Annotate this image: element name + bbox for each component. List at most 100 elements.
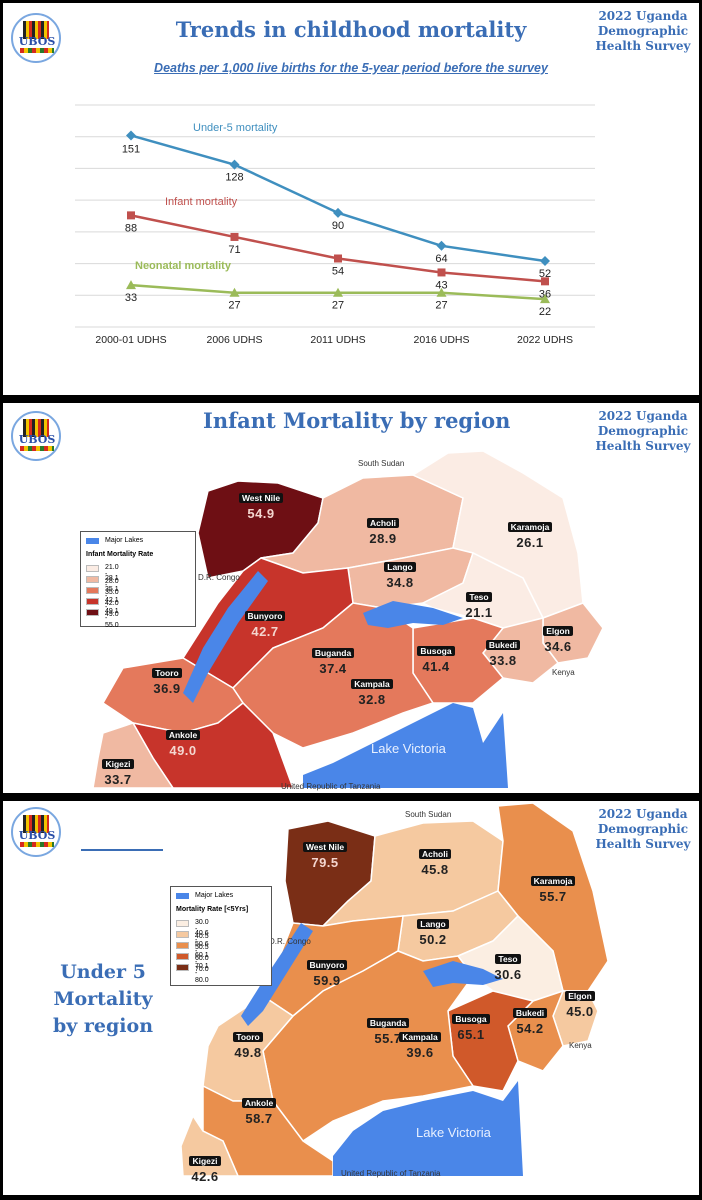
region-value: 34.8 xyxy=(386,575,414,590)
data-point xyxy=(540,256,550,267)
region-value: 33.8 xyxy=(489,653,517,668)
data-point xyxy=(540,294,550,304)
data-point xyxy=(229,159,240,170)
x-tick-label: 2011 UDHS xyxy=(310,334,365,346)
region-name: Buganda xyxy=(366,1018,410,1028)
region-value: 34.6 xyxy=(544,639,572,654)
data-point xyxy=(437,268,446,277)
region-label-ankole: Ankole 49.0 xyxy=(143,725,223,758)
region-label-teso: Teso 21.1 xyxy=(439,587,519,620)
series-name: Infant mortality xyxy=(165,196,238,208)
region-name: Ankole xyxy=(241,1098,277,1108)
region-value: 54.9 xyxy=(247,506,275,521)
region-name: Bukedi xyxy=(512,1008,548,1018)
label-tanzania: United Republic of Tanzania xyxy=(281,782,381,791)
region-value: 33.7 xyxy=(104,772,132,787)
map-legend: Major Lakes Infant Mortality Rate 21.0 -… xyxy=(80,531,196,629)
region-value: 58.7 xyxy=(245,1111,273,1126)
region-label-karamoja: Karamoja 55.7 xyxy=(513,871,593,904)
region-label-buganda: Buganda 37.4 xyxy=(293,643,373,676)
region-name: Kampala xyxy=(351,679,393,689)
region-name: Acholi xyxy=(419,849,451,859)
region-name: Lango xyxy=(384,562,416,572)
region-value: 59.9 xyxy=(313,973,341,988)
label-lake-victoria: Lake Victoria xyxy=(371,741,447,756)
data-label: 22 xyxy=(539,306,551,318)
data-point xyxy=(126,280,136,290)
infant-map: South Sudan D.R. Congo Kenya United Repu… xyxy=(92,450,604,791)
data-label: 33 xyxy=(125,292,137,304)
region-value: 55.7 xyxy=(539,889,567,904)
data-label: 54 xyxy=(332,265,344,277)
region-name: Kampala xyxy=(399,1032,441,1042)
region-value: 21.1 xyxy=(465,605,493,620)
region-value: 39.6 xyxy=(406,1045,434,1060)
region-value: 50.2 xyxy=(419,932,447,947)
lake-victoria xyxy=(333,1081,523,1176)
region-name: Bukedi xyxy=(485,640,521,650)
region-label-kampala: Kampala 32.8 xyxy=(332,674,412,707)
region-label-tooro: Tooro 49.8 xyxy=(208,1027,288,1060)
region-label-tooro: Tooro 36.9 xyxy=(127,663,207,696)
region-name: West Nile xyxy=(238,493,284,503)
data-point xyxy=(127,211,135,220)
region-label-lango: Lango 34.8 xyxy=(360,557,440,590)
region-name: Bunyoro xyxy=(306,960,348,970)
region-label-bunyoro: Bunyoro 42.7 xyxy=(225,606,305,639)
chart-title: Trends in childhood mortality xyxy=(175,17,527,42)
slide-trends: UBOS Trends in childhood mortality 2022 … xyxy=(3,3,699,395)
region-label-acholi: Acholi 45.8 xyxy=(395,844,475,877)
region-name: Elgon xyxy=(565,991,595,1001)
survey-label: 2022 Uganda Demographic Health Survey xyxy=(595,9,691,53)
region-name: Buganda xyxy=(311,648,355,658)
data-point xyxy=(436,240,447,251)
map-title: Under 5 Mortality by region xyxy=(52,961,154,1037)
region-value: 30.6 xyxy=(494,967,522,982)
survey-label: 2022 Uganda Demographic Health Survey xyxy=(595,807,691,851)
data-point xyxy=(333,287,343,297)
region-label-ankole: Ankole 58.7 xyxy=(219,1093,299,1126)
region-label-acholi: Acholi 28.9 xyxy=(343,513,423,546)
region-name: Karamoja xyxy=(507,522,553,532)
region-name: Lango xyxy=(417,919,449,929)
region-label-elgon: Elgon 45.0 xyxy=(540,986,620,1019)
label-kenya: Kenya xyxy=(552,668,575,677)
region-label-bukedi: Bukedi 33.8 xyxy=(463,635,543,668)
region-name: Karamoja xyxy=(530,876,576,886)
data-label: 43 xyxy=(435,279,447,291)
data-label: 88 xyxy=(125,222,137,234)
data-point xyxy=(334,254,342,263)
region-label-west-nile: West Nile 54.9 xyxy=(221,488,301,521)
region-value: 32.8 xyxy=(358,692,386,707)
data-label: 71 xyxy=(228,244,240,256)
ubos-logo: UBOS xyxy=(11,13,61,63)
region-name: Acholi xyxy=(367,518,399,528)
region-label-teso: Teso 30.6 xyxy=(468,949,548,982)
region-name: Elgon xyxy=(543,626,573,636)
data-label: 90 xyxy=(332,220,344,232)
slide-infant-map: UBOS Infant Mortality by region 2022 Uga… xyxy=(3,403,699,793)
region-name: West Nile xyxy=(302,842,348,852)
region-label-busoga: Busoga 65.1 xyxy=(431,1009,511,1042)
data-label: 151 xyxy=(122,143,140,155)
region-label-bukedi: Bukedi 54.2 xyxy=(490,1003,570,1036)
region-label-lango: Lango 50.2 xyxy=(393,914,473,947)
data-point xyxy=(541,277,549,286)
region-label-buganda: Buganda 55.7 xyxy=(348,1013,428,1046)
region-name: Teso xyxy=(466,592,492,602)
region-name: Tooro xyxy=(152,668,182,678)
region-name: Ankole xyxy=(165,730,201,740)
data-point xyxy=(436,287,447,297)
survey-label: 2022 Uganda Demographic Health Survey xyxy=(595,409,691,453)
lake-albert xyxy=(241,923,313,1026)
region-value: 65.1 xyxy=(457,1027,485,1042)
region-value: 41.4 xyxy=(422,659,450,674)
lake-kyoga xyxy=(423,961,503,987)
region-name: Tooro xyxy=(233,1032,263,1042)
data-label: 27 xyxy=(228,300,240,312)
region-label-kigezi: Kigezi 33.7 xyxy=(78,754,158,787)
region-name: Kigezi xyxy=(102,759,134,769)
region-value: 37.4 xyxy=(319,661,347,676)
label-tanzania: United Republic of Tanzania xyxy=(341,1169,441,1178)
region-name: Busoga xyxy=(417,646,455,656)
